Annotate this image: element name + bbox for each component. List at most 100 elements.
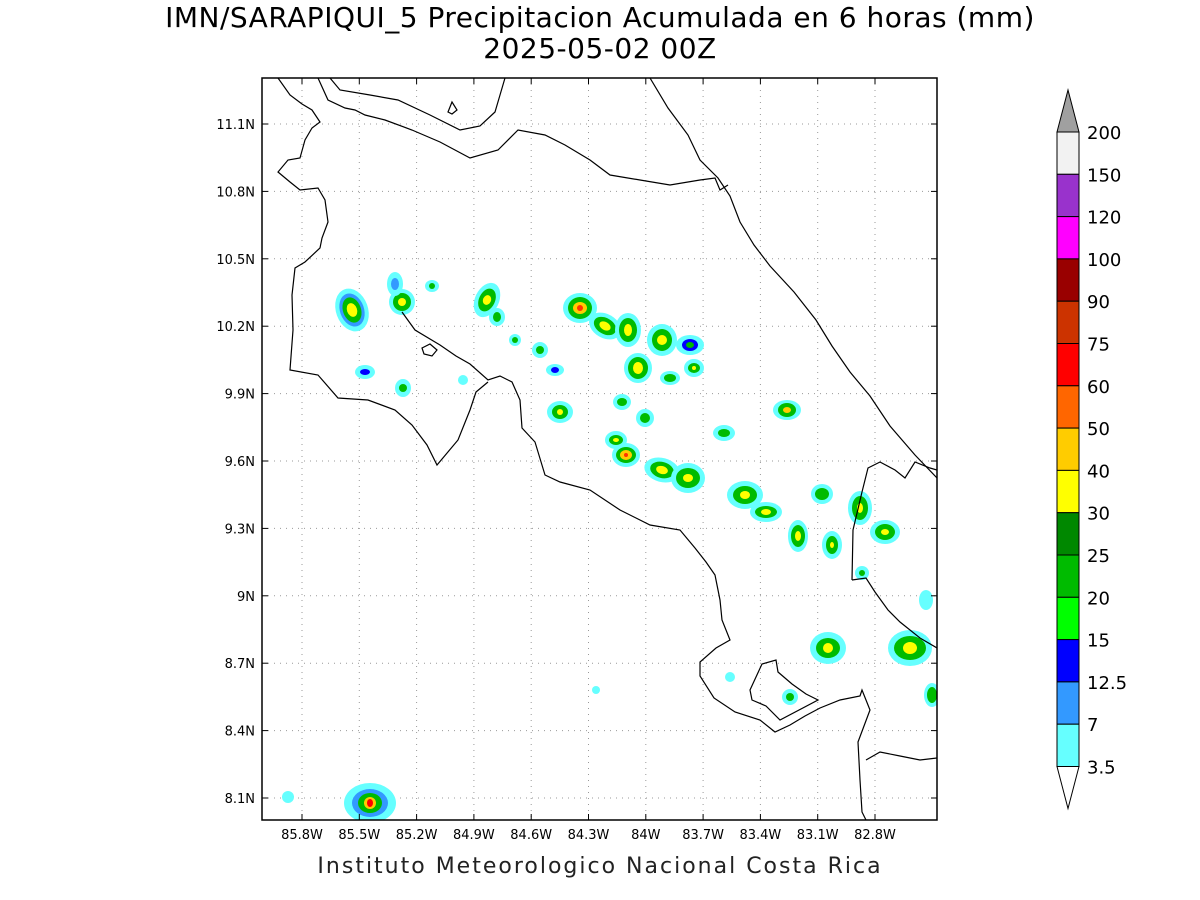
colorbar-label: 7 bbox=[1087, 715, 1098, 736]
lat-tick-label: 10.2N bbox=[216, 320, 255, 335]
precip-cell bbox=[725, 672, 735, 682]
precip-cell bbox=[636, 409, 654, 427]
colorbar-label: 100 bbox=[1087, 250, 1121, 271]
precip-cells bbox=[282, 272, 937, 820]
colorbar-segment bbox=[1056, 427, 1080, 471]
colorbar-segment bbox=[1056, 131, 1080, 175]
precip-cell bbox=[727, 481, 763, 509]
precip-cell bbox=[563, 293, 597, 323]
map-grid bbox=[262, 78, 937, 820]
coastline-north bbox=[277, 78, 489, 467]
colorbar-label: 75 bbox=[1087, 335, 1110, 356]
map-axes: 85.8W 85.5W 85.2W 84.9W 84.6W 84.3W 84W 83.7W 83… bbox=[216, 78, 937, 843]
colorbar-segment bbox=[1056, 173, 1080, 218]
precip-cell bbox=[335, 288, 369, 332]
coastline-panama-south bbox=[851, 577, 937, 649]
precip-cell bbox=[489, 308, 505, 326]
colorbar-segment bbox=[1056, 639, 1080, 683]
lon-tick-label: 83.4W bbox=[739, 828, 781, 843]
lat-tick-label: 9N bbox=[237, 590, 255, 605]
coastline-osa bbox=[749, 659, 820, 721]
precip-cell bbox=[644, 457, 680, 483]
lat-tick-label: 9.3N bbox=[225, 522, 255, 537]
precip-cell bbox=[613, 394, 631, 410]
precip-cell bbox=[547, 401, 573, 423]
precip-cell bbox=[924, 683, 937, 707]
colorbar-segment bbox=[1056, 723, 1080, 768]
colorbar-label: 12.5 bbox=[1087, 673, 1127, 694]
precip-cell bbox=[822, 531, 842, 559]
lon-tick-label: 82.8W bbox=[854, 828, 896, 843]
precip-cell bbox=[615, 313, 641, 347]
colorbar-segment bbox=[1056, 596, 1080, 641]
chart-subtitle-date: 2025-05-02 00Z bbox=[483, 32, 717, 65]
precip-cell bbox=[811, 484, 833, 504]
colorbar-under-triangle bbox=[1056, 766, 1080, 811]
precip-cell bbox=[848, 491, 872, 525]
colorbar-label: 30 bbox=[1087, 504, 1110, 525]
colorbar-segment bbox=[1056, 385, 1080, 429]
border-panama bbox=[851, 461, 937, 581]
coastline-borders bbox=[277, 78, 937, 820]
coastline-caribbean bbox=[649, 78, 937, 479]
precip-cell bbox=[660, 371, 680, 385]
precip-cell bbox=[425, 280, 439, 292]
lat-tick-label: 8.7N bbox=[225, 657, 255, 672]
map-frame bbox=[261, 77, 938, 821]
colorbar-label: 200 bbox=[1087, 123, 1121, 144]
colorbar-segment bbox=[1056, 512, 1080, 556]
precip-cell bbox=[713, 425, 735, 441]
precip-cell bbox=[888, 630, 932, 666]
precip-cell bbox=[282, 791, 294, 803]
precip-cell bbox=[870, 520, 900, 544]
precip-cell bbox=[782, 689, 798, 705]
colorbar-segment bbox=[1056, 681, 1080, 725]
precip-cell bbox=[344, 783, 396, 820]
precip-cell bbox=[684, 359, 704, 377]
lon-tick-label: 83.7W bbox=[682, 828, 724, 843]
lon-tick-label: 84.9W bbox=[453, 828, 495, 843]
lon-tick-label: 85.8W bbox=[281, 828, 323, 843]
colorbar-label: 50 bbox=[1087, 419, 1110, 440]
colorbar-label: 150 bbox=[1087, 165, 1121, 186]
precip-cell bbox=[509, 334, 521, 346]
coastline-nicoya-inner bbox=[401, 311, 871, 820]
precip-cell bbox=[855, 566, 869, 580]
lat-tick-label: 10.5N bbox=[216, 253, 255, 268]
colorbar-label: 15 bbox=[1087, 631, 1110, 652]
colorbar-segment bbox=[1056, 469, 1080, 514]
precip-cell bbox=[750, 502, 782, 522]
precip-cell bbox=[671, 463, 705, 493]
island-north bbox=[447, 100, 458, 115]
precip-cell bbox=[473, 282, 501, 318]
lat-tick-label: 8.1N bbox=[225, 792, 255, 807]
precip-cell bbox=[773, 400, 801, 420]
precip-cell bbox=[592, 686, 600, 694]
coastline-south-panama bbox=[865, 751, 937, 761]
colorbar-label: 25 bbox=[1087, 546, 1110, 567]
colorbar-segment bbox=[1056, 216, 1080, 260]
chart-title: IMN/SARAPIQUI_5 Precipitacion Acumulada … bbox=[165, 1, 1035, 34]
colorbar-segment bbox=[1056, 343, 1080, 387]
lon-tick-label: 85.5W bbox=[338, 828, 380, 843]
lat-tick-label: 10.8N bbox=[216, 185, 255, 200]
precip-cell bbox=[387, 272, 403, 296]
lon-tick-label: 83.1W bbox=[797, 828, 839, 843]
lat-tick-label: 9.9N bbox=[225, 388, 255, 403]
colorbar-over-triangle bbox=[1056, 88, 1080, 133]
lon-tick-label: 85.2W bbox=[396, 828, 438, 843]
precip-cell bbox=[546, 364, 564, 376]
lon-tick-label: 84.6W bbox=[510, 828, 552, 843]
precip-cell bbox=[532, 342, 548, 358]
island-lake bbox=[421, 343, 438, 357]
colorbar-segment bbox=[1056, 300, 1080, 345]
lat-tick-label: 9.6N bbox=[225, 455, 255, 470]
colorbar: 200 150 120 100 90 75 60 50 40 30 25 20 15 12.5 7 3.5 bbox=[1056, 88, 1127, 811]
precip-cell bbox=[676, 335, 704, 355]
border-nicaragua bbox=[317, 78, 729, 191]
precip-cell bbox=[788, 520, 808, 552]
coastline-nicaragua-lake bbox=[329, 78, 506, 131]
precip-cell bbox=[624, 353, 652, 383]
precip-cell bbox=[458, 375, 468, 385]
